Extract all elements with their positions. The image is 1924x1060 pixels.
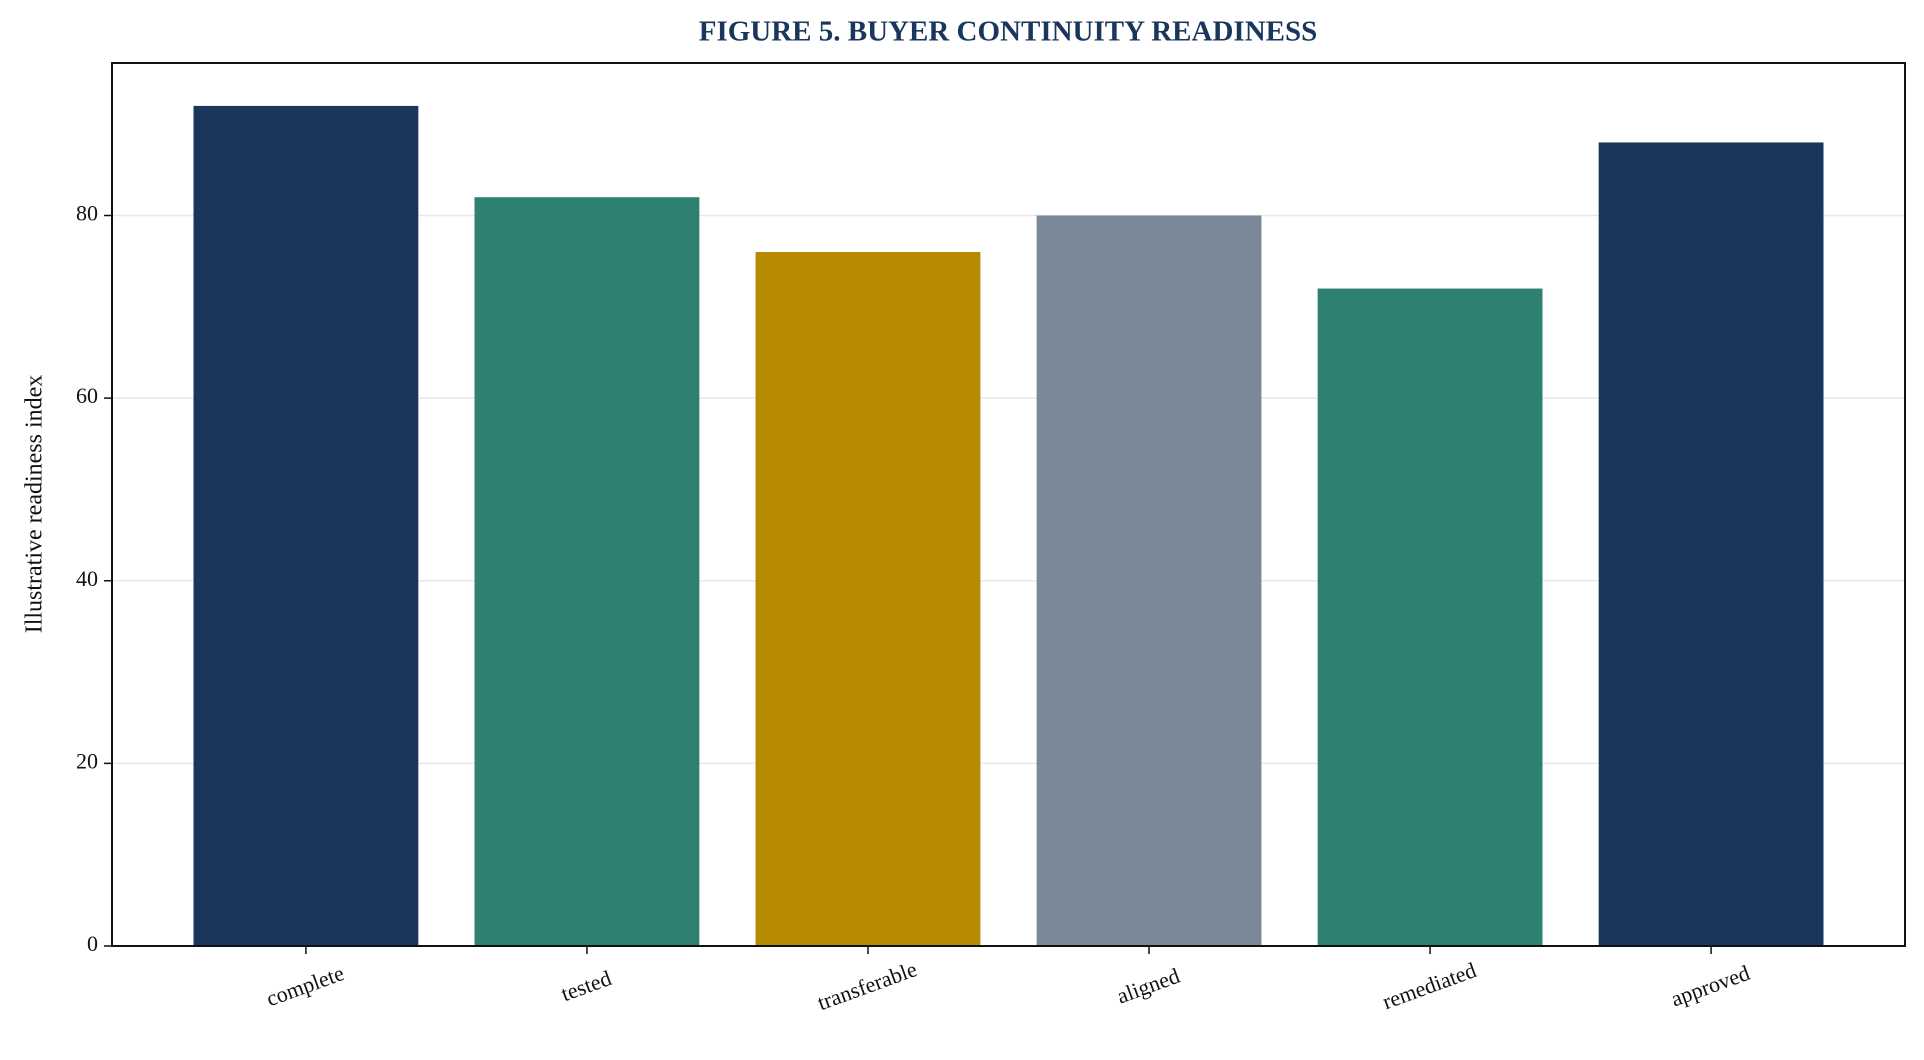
chart-title: FIGURE 5. BUYER CONTINUITY READINESS — [699, 16, 1318, 48]
x-tick-label: tested — [558, 965, 615, 1006]
bar — [1598, 142, 1824, 946]
x-tick-label: complete — [263, 960, 347, 1011]
bar — [193, 105, 419, 947]
x-tick-label: aligned — [1113, 963, 1182, 1009]
y-tick-label: 80 — [76, 201, 98, 226]
plot-frame — [111, 62, 1906, 947]
y-tick-label: 20 — [76, 748, 98, 773]
y-tick-label: 40 — [76, 566, 98, 591]
bar — [1317, 288, 1543, 946]
bar — [1036, 215, 1262, 946]
x-tick-label: approved — [1668, 960, 1753, 1011]
x-tick-label: transferable — [814, 956, 920, 1015]
bar — [474, 197, 700, 947]
y-tick-label: 60 — [76, 383, 98, 408]
y-tick-label: 0 — [87, 931, 98, 956]
bar — [755, 252, 981, 946]
x-tick-label: remediated — [1379, 957, 1479, 1014]
y-axis-label: Illustrative readiness index — [22, 375, 48, 634]
